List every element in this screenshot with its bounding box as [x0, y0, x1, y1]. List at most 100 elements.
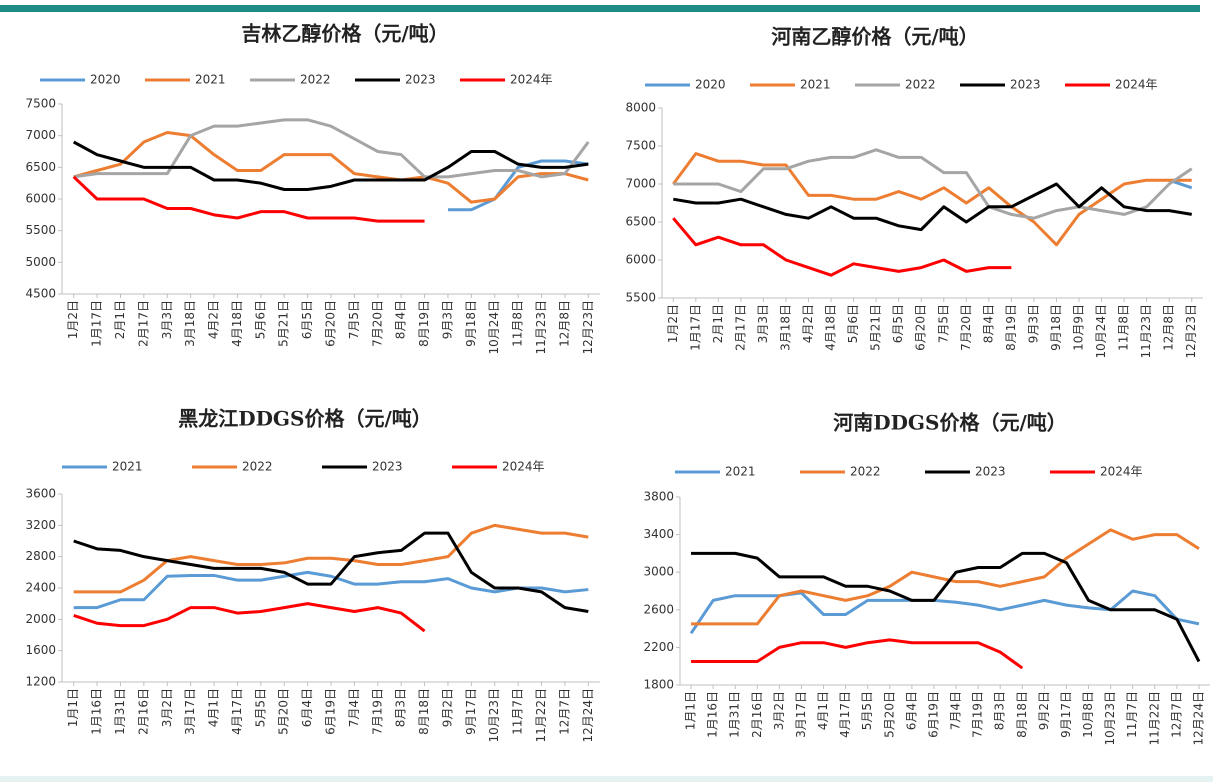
- chart-title: 黑龙江DDGS价格（元/吨）: [178, 407, 432, 431]
- series-line: [73, 131, 589, 204]
- x-tick-label: 12月23日: [1184, 304, 1198, 359]
- x-tick-label: 8月18日: [1015, 691, 1029, 738]
- x-tick-label: 2月1日: [113, 300, 127, 339]
- legend-label: 2024年: [1100, 465, 1143, 479]
- x-tick-label: 11月23日: [534, 300, 548, 355]
- x-tick-label: 11月7日: [511, 688, 525, 735]
- legend-label: 2021: [725, 465, 756, 479]
- y-tick-label: 3000: [643, 565, 674, 579]
- x-tick-label: 9月3日: [440, 300, 454, 339]
- x-tick-label: 5月20日: [882, 691, 896, 738]
- x-tick-label: 8月4日: [981, 304, 995, 343]
- series-line: [73, 570, 589, 610]
- top-bar: [0, 5, 1200, 12]
- chart-title: 河南DDGS价格（元/吨）: [833, 411, 1067, 435]
- y-tick-label: 3600: [25, 487, 56, 501]
- x-tick-label: 8月4日: [394, 300, 408, 339]
- x-tick-label: 11月22日: [1147, 691, 1161, 746]
- x-tick-label: 3月18日: [778, 304, 792, 351]
- series-line: [73, 523, 589, 594]
- legend-label: 2023: [975, 465, 1006, 479]
- bottom-bar: [0, 776, 1213, 782]
- x-tick-label: 10月24日: [1094, 304, 1108, 359]
- x-tick-label: 3月17日: [794, 691, 808, 738]
- y-tick-label: 7000: [25, 128, 56, 142]
- legend-label: 2024年: [510, 73, 553, 87]
- x-tick-label: 7月20日: [370, 300, 384, 347]
- series-line: [691, 551, 1201, 663]
- x-tick-label: 7月20日: [959, 304, 973, 351]
- x-tick-label: 5月20日: [277, 688, 291, 735]
- x-tick-label: 10月23日: [487, 688, 501, 743]
- x-tick-label: 1月16日: [706, 691, 720, 738]
- x-tick-label: 3月3日: [756, 304, 770, 343]
- x-tick-label: 12月24日: [581, 688, 595, 743]
- x-tick-label: 6月4日: [904, 691, 918, 730]
- y-tick-label: 6500: [25, 160, 56, 174]
- x-tick-label: 9月3日: [1026, 304, 1040, 343]
- x-tick-label: 4月1日: [207, 688, 221, 727]
- x-tick-label: 4月1日: [816, 691, 830, 730]
- series-line: [73, 602, 426, 633]
- series-line: [72, 175, 425, 223]
- x-tick-label: 10月9日: [1072, 304, 1086, 351]
- x-tick-label: 7月5日: [936, 304, 950, 343]
- x-tick-label: 4月2日: [207, 300, 221, 339]
- x-tick-label: 12月24日: [1191, 691, 1205, 746]
- series-line: [73, 531, 589, 613]
- legend-label: 2024年: [502, 460, 545, 474]
- legend-label: 2023: [372, 460, 403, 474]
- y-tick-label: 4500: [25, 287, 56, 301]
- y-tick-label: 2000: [25, 612, 56, 626]
- x-tick-label: 1月17日: [688, 304, 702, 351]
- y-tick-label: 7500: [625, 139, 656, 153]
- x-tick-label: 4月18日: [230, 300, 244, 347]
- y-tick-label: 7500: [25, 97, 56, 111]
- series-line: [689, 589, 1200, 635]
- x-tick-label: 5月6日: [846, 304, 860, 343]
- legend-label: 2021: [112, 460, 143, 474]
- x-tick-label: 11月22日: [534, 688, 548, 743]
- x-tick-label: 12月7日: [1169, 691, 1183, 738]
- x-tick-label: 11月23日: [1139, 304, 1153, 359]
- chart-title: 河南乙醇价格（元/吨）: [771, 25, 978, 49]
- x-tick-label: 3月18日: [183, 300, 197, 347]
- legend-label: 2020: [90, 73, 121, 87]
- x-tick-label: 7月4日: [347, 688, 361, 727]
- x-tick-label: 3月2日: [160, 688, 174, 727]
- x-tick-label: 2月16日: [136, 688, 150, 735]
- legend-label: 2023: [1010, 78, 1041, 92]
- y-tick-label: 6000: [625, 253, 656, 267]
- series-line: [673, 148, 1193, 220]
- x-tick-label: 3月2日: [772, 691, 786, 730]
- x-tick-label: 5月6日: [253, 300, 267, 339]
- y-tick-label: 5500: [625, 291, 656, 305]
- y-tick-label: 2200: [643, 640, 674, 654]
- legend-label: 2022: [300, 73, 331, 87]
- x-tick-label: 1月1日: [684, 691, 698, 730]
- y-tick-label: 3800: [643, 490, 674, 504]
- x-tick-label: 9月2日: [1037, 691, 1051, 730]
- x-tick-label: 9月18日: [464, 300, 478, 347]
- x-tick-label: 1月1日: [66, 688, 80, 727]
- x-tick-label: 11月8日: [1117, 304, 1131, 351]
- x-tick-label: 11月7日: [1125, 691, 1139, 738]
- y-tick-label: 6000: [25, 192, 56, 206]
- x-tick-label: 7月4日: [949, 691, 963, 730]
- x-tick-label: 6月20日: [914, 304, 928, 351]
- legend-label: 2024年: [1115, 78, 1158, 92]
- x-tick-label: 8月19日: [1004, 304, 1018, 351]
- x-tick-label: 12月8日: [1162, 304, 1176, 351]
- series-line: [672, 152, 1192, 247]
- x-tick-label: 12月8日: [557, 300, 571, 347]
- x-tick-label: 1月31日: [728, 691, 742, 738]
- series-line: [447, 159, 589, 212]
- legend-label: 2023: [405, 73, 436, 87]
- y-tick-label: 2600: [643, 602, 674, 616]
- x-tick-label: 6月4日: [300, 688, 314, 727]
- x-tick-label: 1月31日: [113, 688, 127, 735]
- x-tick-label: 7月19日: [971, 691, 985, 738]
- y-tick-label: 7000: [625, 177, 656, 191]
